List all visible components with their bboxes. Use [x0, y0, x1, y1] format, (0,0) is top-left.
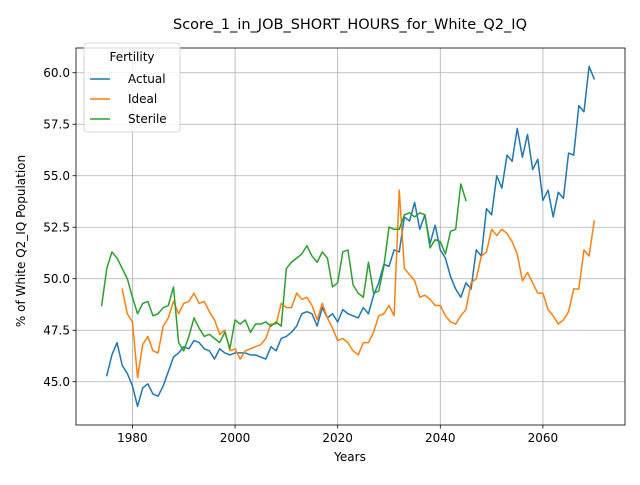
x-axis-ticks: 1980 2000 2020 2040 2060 — [117, 425, 558, 445]
legend-label-ideal: Ideal — [128, 92, 157, 106]
plot-frame — [75, 47, 626, 426]
y-axis-label: % of White Q2_IQ Population — [14, 155, 28, 327]
y-axis-ticks: 45.0 47.5 50.0 52.5 55.0 57.5 60.0 — [43, 66, 76, 389]
x-tick-label: 1980 — [117, 431, 148, 445]
y-tick-label: 55.0 — [43, 169, 70, 183]
x-tick-label: 2000 — [220, 431, 251, 445]
legend-box — [83, 42, 181, 133]
y-tick-label: 47.5 — [43, 323, 70, 337]
legend-label-actual: Actual — [128, 72, 166, 86]
legend-entries: Actual Ideal Sterile — [90, 72, 167, 126]
y-tick-label: 45.0 — [43, 375, 70, 389]
y-tick-label: 52.5 — [43, 220, 70, 234]
chart-title: Score_1_in_JOB_SHORT_HOURS_for_White_Q2_… — [173, 17, 527, 33]
series-lines — [100, 65, 596, 408]
x-tick-label: 2040 — [425, 431, 456, 445]
series-line-ideal — [121, 189, 596, 379]
y-tick-label: 50.0 — [43, 272, 70, 286]
x-axis-label: Years — [333, 450, 366, 464]
series-line-sterile — [100, 183, 467, 352]
y-tick-label: 60.0 — [43, 66, 70, 80]
legend-title: Fertility — [109, 50, 154, 64]
legend-label-sterile: Sterile — [128, 112, 167, 126]
legend: Fertility Actual Ideal Sterile — [83, 42, 181, 133]
x-tick-label: 2020 — [322, 431, 353, 445]
x-tick-label: 2060 — [528, 431, 559, 445]
series-line-actual — [105, 65, 596, 408]
y-tick-label: 57.5 — [43, 117, 70, 131]
